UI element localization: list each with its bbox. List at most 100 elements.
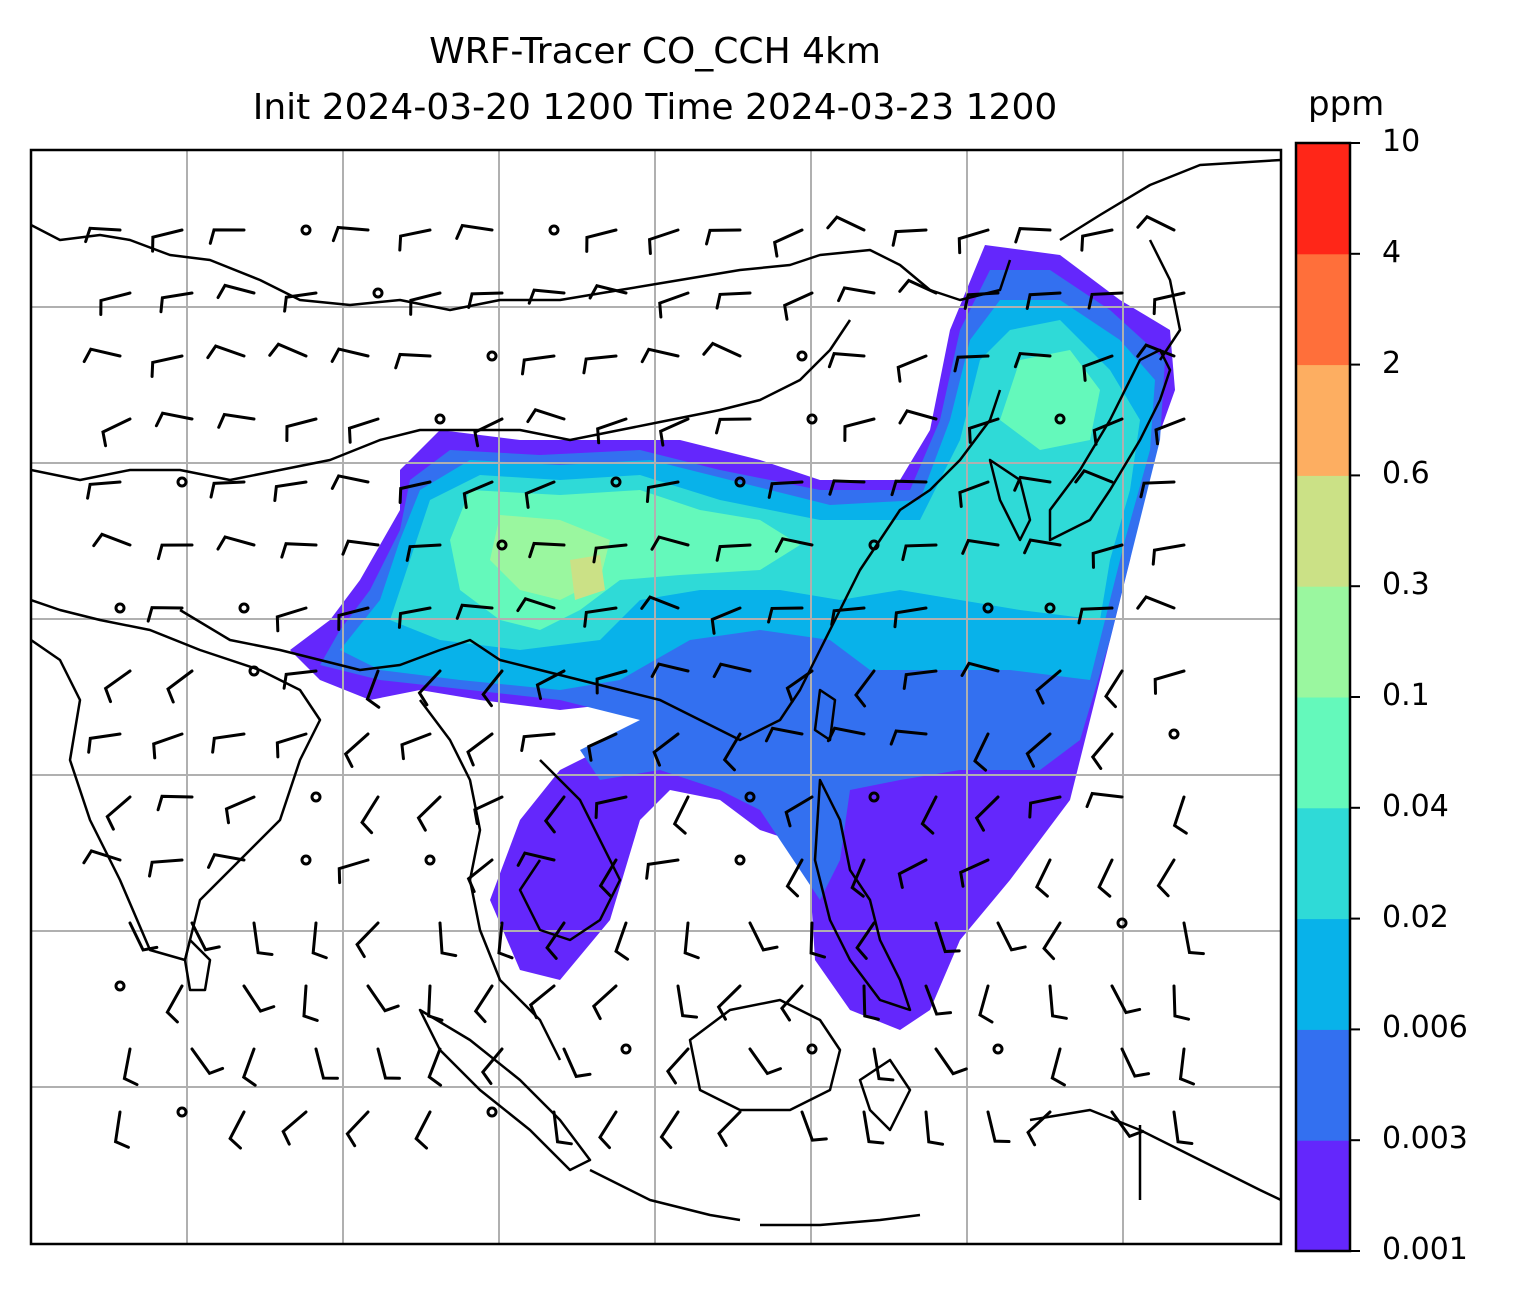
calm-wind-marker xyxy=(1116,917,1128,929)
wind-barb xyxy=(960,661,1000,677)
wind-barb xyxy=(1090,732,1114,770)
wind-barb xyxy=(535,669,566,701)
wind-barb xyxy=(645,480,680,503)
wind-barb xyxy=(1042,921,1062,961)
calm-wind-marker xyxy=(1054,413,1066,425)
wind-barb xyxy=(105,795,132,831)
wind-barb xyxy=(84,226,122,244)
wind-barb xyxy=(224,795,256,825)
colorbar-segment xyxy=(1296,253,1350,366)
wind-barb xyxy=(1091,543,1124,569)
wind-barb xyxy=(809,921,826,959)
calm-wind-marker xyxy=(868,539,880,551)
wind-barb xyxy=(405,543,442,562)
graticule xyxy=(31,150,1281,1244)
wind-barb xyxy=(772,228,804,258)
wind-barb xyxy=(587,732,618,762)
calm-wind-marker xyxy=(744,791,756,803)
wind-barb xyxy=(285,417,318,443)
wind-barb xyxy=(416,795,442,832)
colorbar-segment xyxy=(1296,697,1350,809)
wind-barb xyxy=(343,732,370,768)
wind-barb xyxy=(592,543,628,564)
wind-barb xyxy=(113,1110,130,1149)
calm-wind-marker xyxy=(248,665,260,677)
wind-barb xyxy=(473,984,494,1024)
wind-barb xyxy=(552,1110,573,1146)
colorbar-units: ppm xyxy=(1308,84,1385,124)
wind-barb xyxy=(1013,351,1052,369)
wind-barb xyxy=(1154,417,1186,446)
wind-barb xyxy=(1136,214,1176,232)
calm-wind-marker xyxy=(734,854,746,866)
calm-wind-marker xyxy=(372,287,384,299)
calm-wind-marker xyxy=(806,1043,818,1055)
wind-barb xyxy=(959,858,990,888)
wind-barb xyxy=(862,1110,885,1145)
wind-barb xyxy=(583,606,618,628)
colorbar-tick-label: 0.02 xyxy=(1382,899,1449,935)
wind-barb xyxy=(1178,1047,1196,1086)
wind-barb xyxy=(890,479,928,497)
wind-barb xyxy=(783,291,814,321)
wind-barb xyxy=(591,984,618,1021)
wind-barb xyxy=(1136,595,1176,610)
wind-barb xyxy=(311,921,328,960)
wind-barb xyxy=(1034,858,1052,898)
wind-barb xyxy=(154,411,194,428)
calm-wind-marker xyxy=(992,1043,1004,1055)
wind-barb xyxy=(659,1110,680,1150)
wind-barb xyxy=(562,1047,592,1079)
wind-barb xyxy=(640,595,680,610)
wind-barb xyxy=(855,921,876,960)
colorbar-tick-label: 4 xyxy=(1382,234,1402,270)
wind-barb xyxy=(82,849,122,865)
wind-barb xyxy=(152,732,184,760)
calm-wind-marker xyxy=(310,791,322,803)
wind-barb xyxy=(526,408,566,424)
colorbar-tick-label: 10 xyxy=(1382,124,1421,159)
colorbar-tick-label: 0.04 xyxy=(1382,788,1449,824)
wind-barb xyxy=(302,984,319,1022)
wind-barb xyxy=(957,228,990,255)
wind-barb xyxy=(438,921,458,958)
wind-barb xyxy=(216,535,256,551)
wind-barb xyxy=(92,532,132,548)
wind-barbs xyxy=(82,214,1205,1150)
wind-barb xyxy=(1074,468,1114,484)
wind-barb xyxy=(360,795,380,835)
colorbar-segment xyxy=(1296,1140,1350,1252)
wind-barb xyxy=(462,480,494,510)
colorbar-segment xyxy=(1296,475,1350,587)
wind-barb xyxy=(165,984,184,1024)
wind-barb xyxy=(268,342,308,358)
wind-barb xyxy=(896,354,928,383)
wind-barb xyxy=(850,858,866,898)
wind-barb xyxy=(774,537,814,553)
wind-barb xyxy=(961,538,1000,555)
wind-barb xyxy=(206,344,246,360)
colorbar-segment xyxy=(1296,918,1350,1030)
wind-barb xyxy=(151,228,184,253)
wind-barb xyxy=(209,480,246,499)
wind-barb xyxy=(466,732,494,767)
map-title: WRF-Tracer CO_CCH 4km xyxy=(429,31,881,72)
wind-barb xyxy=(717,1110,742,1147)
wind-barb xyxy=(159,291,194,314)
wind-barb xyxy=(1172,1110,1194,1146)
wind-barb xyxy=(481,669,504,708)
wind-barb xyxy=(330,347,370,363)
wind-barb xyxy=(122,1047,139,1087)
wind-barb xyxy=(1110,984,1142,1015)
wind-barb xyxy=(767,606,804,624)
calm-wind-marker xyxy=(1168,728,1180,740)
wind-barb xyxy=(598,1110,618,1150)
wind-barb xyxy=(596,417,628,445)
wind-barb xyxy=(211,732,246,754)
wind-barb xyxy=(715,543,752,562)
wind-barb xyxy=(710,606,742,635)
wind-barb xyxy=(924,1110,945,1146)
wind-barb xyxy=(958,480,990,508)
wind-barb xyxy=(365,669,381,709)
